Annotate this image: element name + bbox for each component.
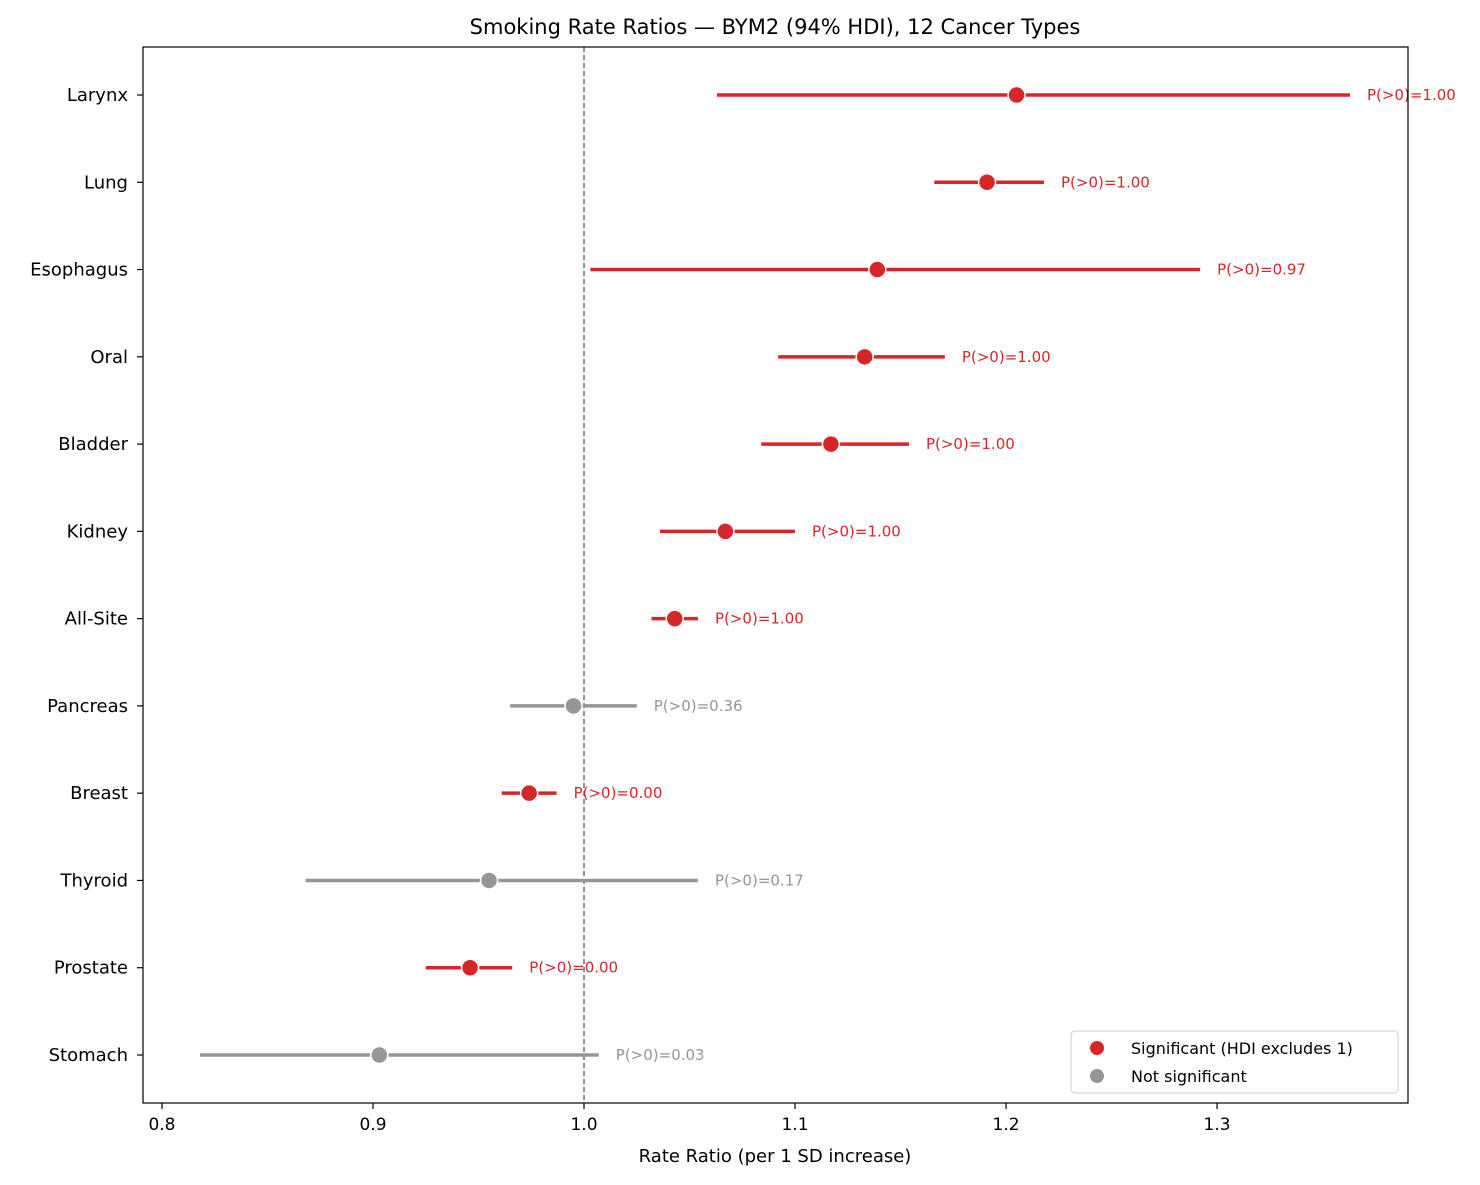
probability-annotation: P(>0)=1.00 — [812, 522, 901, 540]
x-tick-label: 0.9 — [359, 1115, 386, 1135]
point-estimate — [1007, 85, 1026, 105]
point-estimate — [519, 783, 539, 803]
point-estimate — [977, 173, 997, 192]
chart-title: Smoking Rate Ratios — BYM2 (94% HDI), 12… — [470, 15, 1081, 39]
point-estimate — [821, 434, 841, 454]
point-estimate — [868, 260, 887, 279]
x-tick-label: 0.8 — [148, 1115, 175, 1135]
probability-annotation: P(>0)=0.17 — [715, 871, 804, 889]
probability-annotation: P(>0)=1.00 — [1367, 86, 1456, 104]
x-tick-label: 1.3 — [1204, 1115, 1231, 1135]
y-tick-label: Breast — [70, 783, 128, 804]
probability-annotation: P(>0)=0.00 — [529, 959, 618, 977]
legend-label-significant: Significant (HDI excludes 1) — [1131, 1039, 1353, 1058]
y-tick-label: Stomach — [49, 1045, 128, 1066]
y-tick-label: Esophagus — [30, 260, 128, 281]
point-estimate — [479, 871, 499, 890]
y-tick-label: Larynx — [67, 85, 129, 106]
y-tick-label: Kidney — [67, 521, 129, 542]
probability-annotation: P(>0)=1.00 — [1061, 173, 1150, 191]
point-estimate — [460, 958, 480, 977]
x-tick-label: 1.1 — [781, 1115, 808, 1135]
y-tick-label: Oral — [90, 347, 128, 368]
y-tick-label: Lung — [84, 172, 128, 193]
x-tick-label: 1.0 — [570, 1115, 597, 1135]
y-tick-label: Thyroid — [60, 870, 129, 891]
x-tick-label: 1.2 — [993, 1115, 1020, 1135]
y-tick-label: All-Site — [65, 609, 128, 630]
legend: Significant (HDI excludes 1) Not signifi… — [1070, 1030, 1399, 1094]
plot-frame — [142, 46, 1409, 1104]
probability-annotation: P(>0)=0.00 — [574, 784, 663, 802]
probability-annotation: P(>0)=0.36 — [654, 697, 743, 715]
x-axis-label: Rate Ratio (per 1 SD increase) — [639, 1146, 912, 1167]
legend-marker-significant — [1090, 1041, 1104, 1055]
probability-annotation: P(>0)=1.00 — [926, 435, 1015, 453]
point-estimate — [370, 1045, 389, 1065]
probability-annotation: P(>0)=0.97 — [1217, 261, 1306, 279]
y-tick-label: Bladder — [58, 434, 128, 455]
point-estimate — [665, 609, 684, 628]
probability-annotation: P(>0)=1.00 — [962, 348, 1051, 366]
point-estimate — [716, 522, 735, 541]
probability-annotation: P(>0)=0.03 — [616, 1046, 705, 1064]
y-tick-label: Pancreas — [47, 696, 128, 717]
legend-marker-not-significant — [1090, 1069, 1104, 1083]
y-tick-label: Prostate — [54, 958, 128, 979]
probability-annotation: P(>0)=1.00 — [715, 610, 804, 628]
point-estimate — [564, 696, 583, 716]
legend-label-not-significant: Not significant — [1131, 1067, 1247, 1086]
point-estimate — [855, 347, 874, 367]
